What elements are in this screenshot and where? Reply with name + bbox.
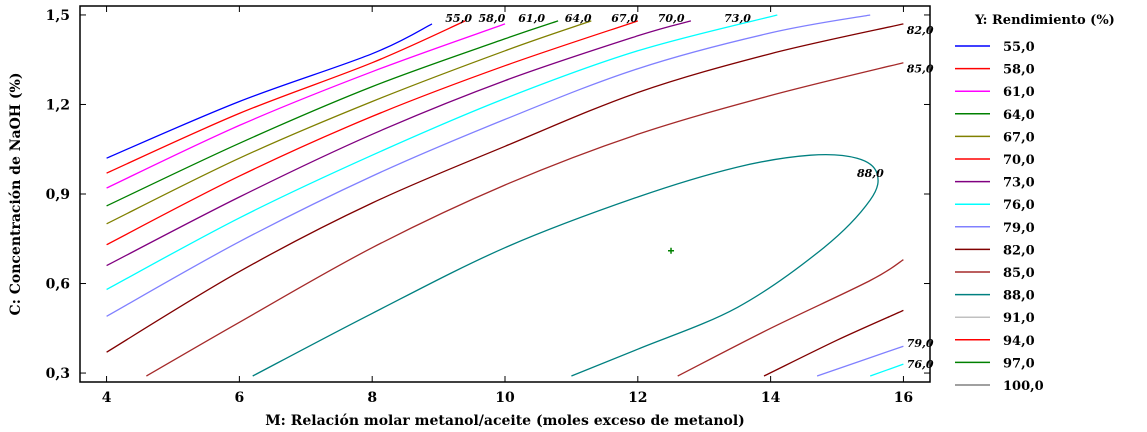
contour-line-58-0 <box>106 20 466 174</box>
contour-label: 55,0 <box>445 12 472 25</box>
contour-line-73-0 <box>106 20 692 267</box>
contour-line-82-0 <box>106 23 904 353</box>
x-axis-title: M: Relación molar metanol/aceite (moles … <box>265 413 745 429</box>
contour-label: 85,0 <box>907 63 934 76</box>
legend-label: 88,0 <box>1003 289 1035 304</box>
x-tick-label: 14 <box>761 390 781 406</box>
contour-line-85-0 <box>677 259 904 377</box>
y-tick-label: 1,5 <box>46 8 70 24</box>
axis-ticks: 4 6 8 10 12 14 16 0,3 0,6 0,9 1,2 1,5 <box>46 6 930 406</box>
x-tick-label: 6 <box>235 390 245 406</box>
contour-label: 58,0 <box>478 12 505 25</box>
contour-label: 61,0 <box>518 12 545 25</box>
legend-label: 79,0 <box>1003 221 1035 236</box>
contour-label: 67,0 <box>611 12 638 25</box>
legend-label: 91,0 <box>1003 311 1035 326</box>
contour-line-70-0 <box>106 20 639 246</box>
legend-label: 55,0 <box>1003 40 1035 55</box>
contour-line-76-0 <box>106 14 778 291</box>
legend-label: 70,0 <box>1003 153 1035 168</box>
legend-label: 94,0 <box>1003 334 1035 349</box>
legend: Y: Rendimiento (%) 55,0 58,0 61,0 64,0 67,0 7… <box>955 13 1115 394</box>
legend-label: 76,0 <box>1003 198 1035 213</box>
legend-label: 67,0 <box>1003 130 1035 145</box>
contour-line-85-0 <box>146 62 904 377</box>
legend-label: 100,0 <box>1003 379 1044 394</box>
y-axis-title: C: Concentración de NaOH (%) <box>8 73 24 316</box>
contour-line-82-0 <box>763 309 904 377</box>
contour-label: 79,0 <box>907 337 934 350</box>
x-tick-label: 10 <box>495 390 515 406</box>
contour-line-64-0 <box>106 20 559 207</box>
contour-lines <box>106 14 904 377</box>
contour-line-79-0 <box>816 345 904 377</box>
legend-label: 85,0 <box>1003 266 1035 281</box>
legend-label: 61,0 <box>1003 85 1035 100</box>
contour-line-55-0 <box>106 23 433 159</box>
contour-label: 82,0 <box>907 24 934 37</box>
x-tick-label: 4 <box>102 390 112 406</box>
contour-line-88-0 <box>252 153 879 377</box>
contour-label: 88,0 <box>857 167 884 180</box>
optimum-point-marker <box>668 247 675 254</box>
x-tick-label: 12 <box>628 390 647 406</box>
x-tick-label: 16 <box>894 390 913 406</box>
contour-line-79-0 <box>106 14 871 317</box>
legend-label: 73,0 <box>1003 176 1035 191</box>
contour-label: 73,0 <box>724 12 751 25</box>
contour-label: 76,0 <box>907 358 934 371</box>
contour-line-67-0 <box>106 20 592 225</box>
contour-label: 70,0 <box>658 12 685 25</box>
legend-label: 58,0 <box>1003 63 1035 78</box>
legend-label: 64,0 <box>1003 108 1035 123</box>
plot-area <box>79 5 931 383</box>
legend-label: 82,0 <box>1003 243 1035 258</box>
legend-title: Y: Rendimiento (%) <box>974 13 1115 28</box>
contour-line-61-0 <box>106 23 506 189</box>
x-tick-label: 8 <box>367 390 377 406</box>
contour-label: 64,0 <box>565 12 592 25</box>
y-tick-label: 1,2 <box>46 97 70 113</box>
contour-labels: 55,0 58,0 61,0 64,0 67,0 70,0 73,0 82,0 85,0 88,0… <box>445 12 934 371</box>
y-tick-label: 0,3 <box>46 366 70 382</box>
contour-line-76-0 <box>869 363 904 377</box>
y-tick-label: 0,9 <box>46 187 70 203</box>
legend-label: 97,0 <box>1003 356 1035 371</box>
y-tick-label: 0,6 <box>46 277 70 293</box>
